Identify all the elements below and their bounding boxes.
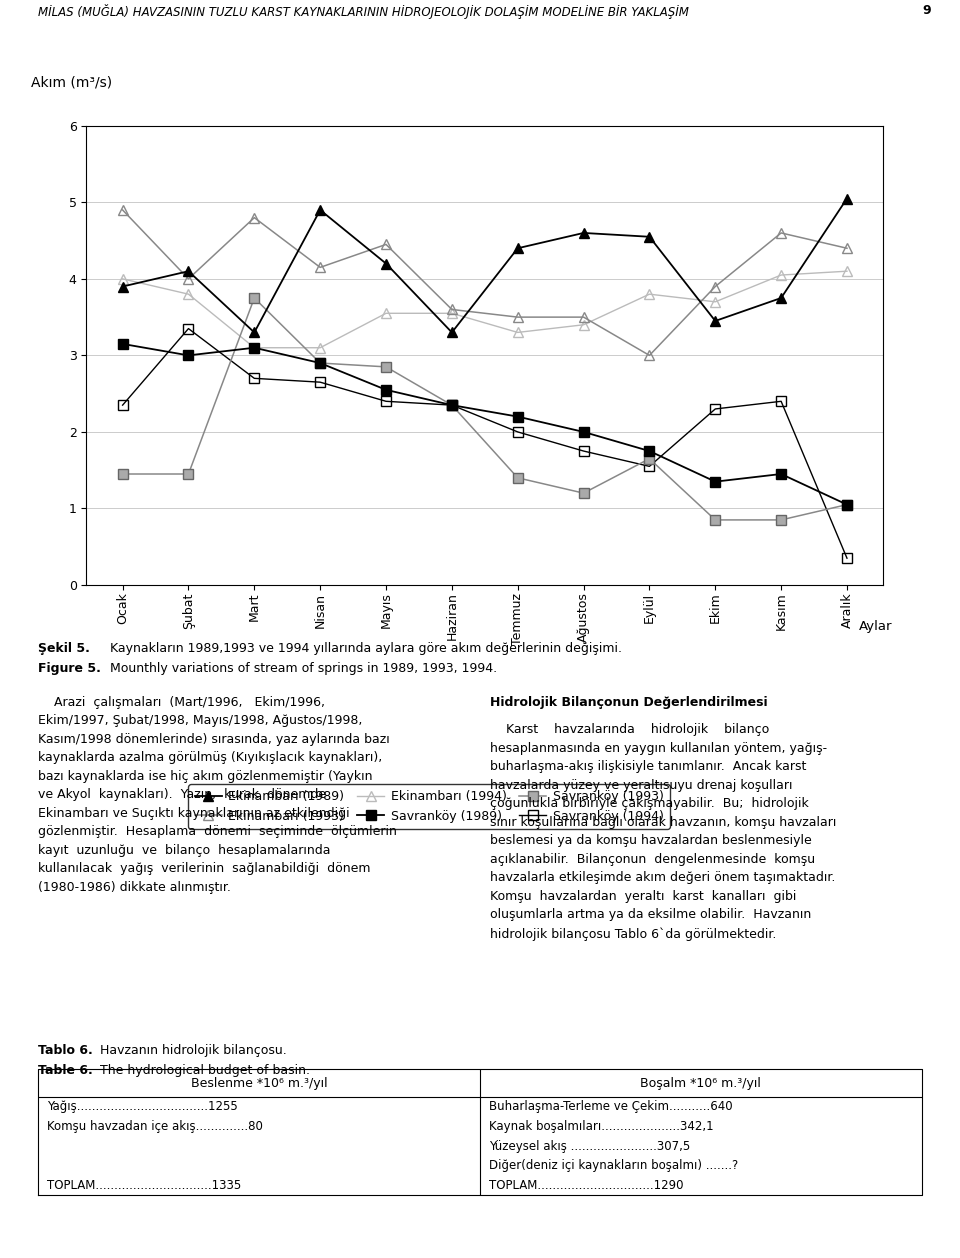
Text: Akım (m³/s): Akım (m³/s): [31, 75, 111, 89]
Text: Buharlaşma-Terleme ve Çekim...........640: Buharlaşma-Terleme ve Çekim...........64…: [489, 1101, 732, 1113]
Text: Boşalm *10⁶ m.³/yıl: Boşalm *10⁶ m.³/yıl: [640, 1077, 761, 1089]
Text: TOPLAM...............................1335: TOPLAM...............................133…: [47, 1179, 242, 1191]
Text: Mounthly variations of stream of springs in 1989, 1993, 1994.: Mounthly variations of stream of springs…: [110, 662, 497, 674]
Text: Şekil 5.: Şekil 5.: [38, 642, 90, 654]
Text: Karst    havzalarında    hidrolojik    bilanço
hesaplanmasında en yaygın kullanı: Karst havzalarında hidrolojik bilanço he…: [490, 723, 836, 941]
Text: Arazi  çalışmaları  (Mart/1996,   Ekim/1996,
Ekim/1997, Şubat/1998, Mayıs/1998, : Arazi çalışmaları (Mart/1996, Ekim/1996,…: [38, 696, 397, 893]
Text: Kaynak boşalmıları.....................342,1: Kaynak boşalmıları.....................3…: [489, 1120, 713, 1133]
Text: Yüzeysel akış .......................307,5: Yüzeysel akış .......................307…: [489, 1140, 690, 1152]
Text: TOPLAM...............................1290: TOPLAM...............................129…: [489, 1179, 684, 1191]
Text: 9: 9: [923, 4, 931, 18]
Text: Havzanın hidrolojik bilançosu.: Havzanın hidrolojik bilançosu.: [96, 1044, 287, 1057]
Text: Kaynakların 1989,1993 ve 1994 yıllarında aylara göre akım değerlerinin değişimi.: Kaynakların 1989,1993 ve 1994 yıllarında…: [110, 642, 622, 654]
Text: Diğer(deniz içi kaynakların boşalmı) .......?: Diğer(deniz içi kaynakların boşalmı) ...…: [489, 1159, 738, 1172]
Text: Hidrolojik Bilançonun Değerlendirilmesi: Hidrolojik Bilançonun Değerlendirilmesi: [490, 696, 767, 708]
Text: The hydrological budget of basin.: The hydrological budget of basin.: [96, 1064, 310, 1077]
Legend: Ekinambarı (1989), Ekinambarı (1993), Ekinambarı (1994), Savranköy (1989), Savra: Ekinambarı (1989), Ekinambarı (1993), Ek…: [188, 784, 670, 829]
Text: Figure 5.: Figure 5.: [38, 662, 101, 674]
Text: Aylar: Aylar: [859, 620, 893, 633]
Text: MİLAS (MUĞLA) HAVZASININ TUZLU KARST KAYNAKLARININ HİDROJEOLOJİK DOLAŞİM MODELİN: MİLAS (MUĞLA) HAVZASININ TUZLU KARST KAY…: [38, 4, 689, 19]
Text: Tablo 6.: Tablo 6.: [38, 1044, 93, 1057]
Text: Table 6.: Table 6.: [38, 1064, 93, 1077]
Text: Beslenme *10⁶ m.³/yıl: Beslenme *10⁶ m.³/yıl: [191, 1077, 327, 1089]
Text: Yağış...................................1255: Yağış...................................…: [47, 1101, 238, 1113]
Text: Komşu havzadan içe akış..............80: Komşu havzadan içe akış..............80: [47, 1120, 263, 1133]
